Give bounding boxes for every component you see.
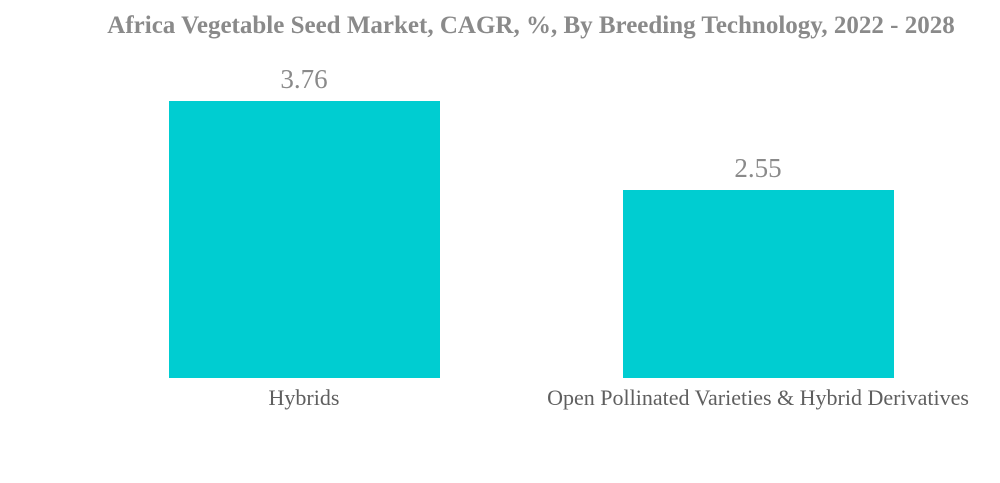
bar-hybrids [168, 101, 440, 378]
bar-group-hybrids: 3.76 [54, 60, 554, 378]
category-label-hybrids: Hybrids [268, 385, 340, 410]
bar-open-pollinated [622, 190, 894, 378]
chart-title: Africa Vegetable Seed Market, CAGR, %, B… [107, 12, 955, 39]
bar-value-label-hybrids: 3.76 [280, 64, 328, 94]
bar-group-open-pollinated: 2.55 [508, 60, 1000, 378]
bar-value-label-open-pollinated: 2.55 [734, 153, 782, 183]
category-label-open-pollinated: Open Pollinated Varieties & Hybrid Deriv… [547, 385, 969, 410]
